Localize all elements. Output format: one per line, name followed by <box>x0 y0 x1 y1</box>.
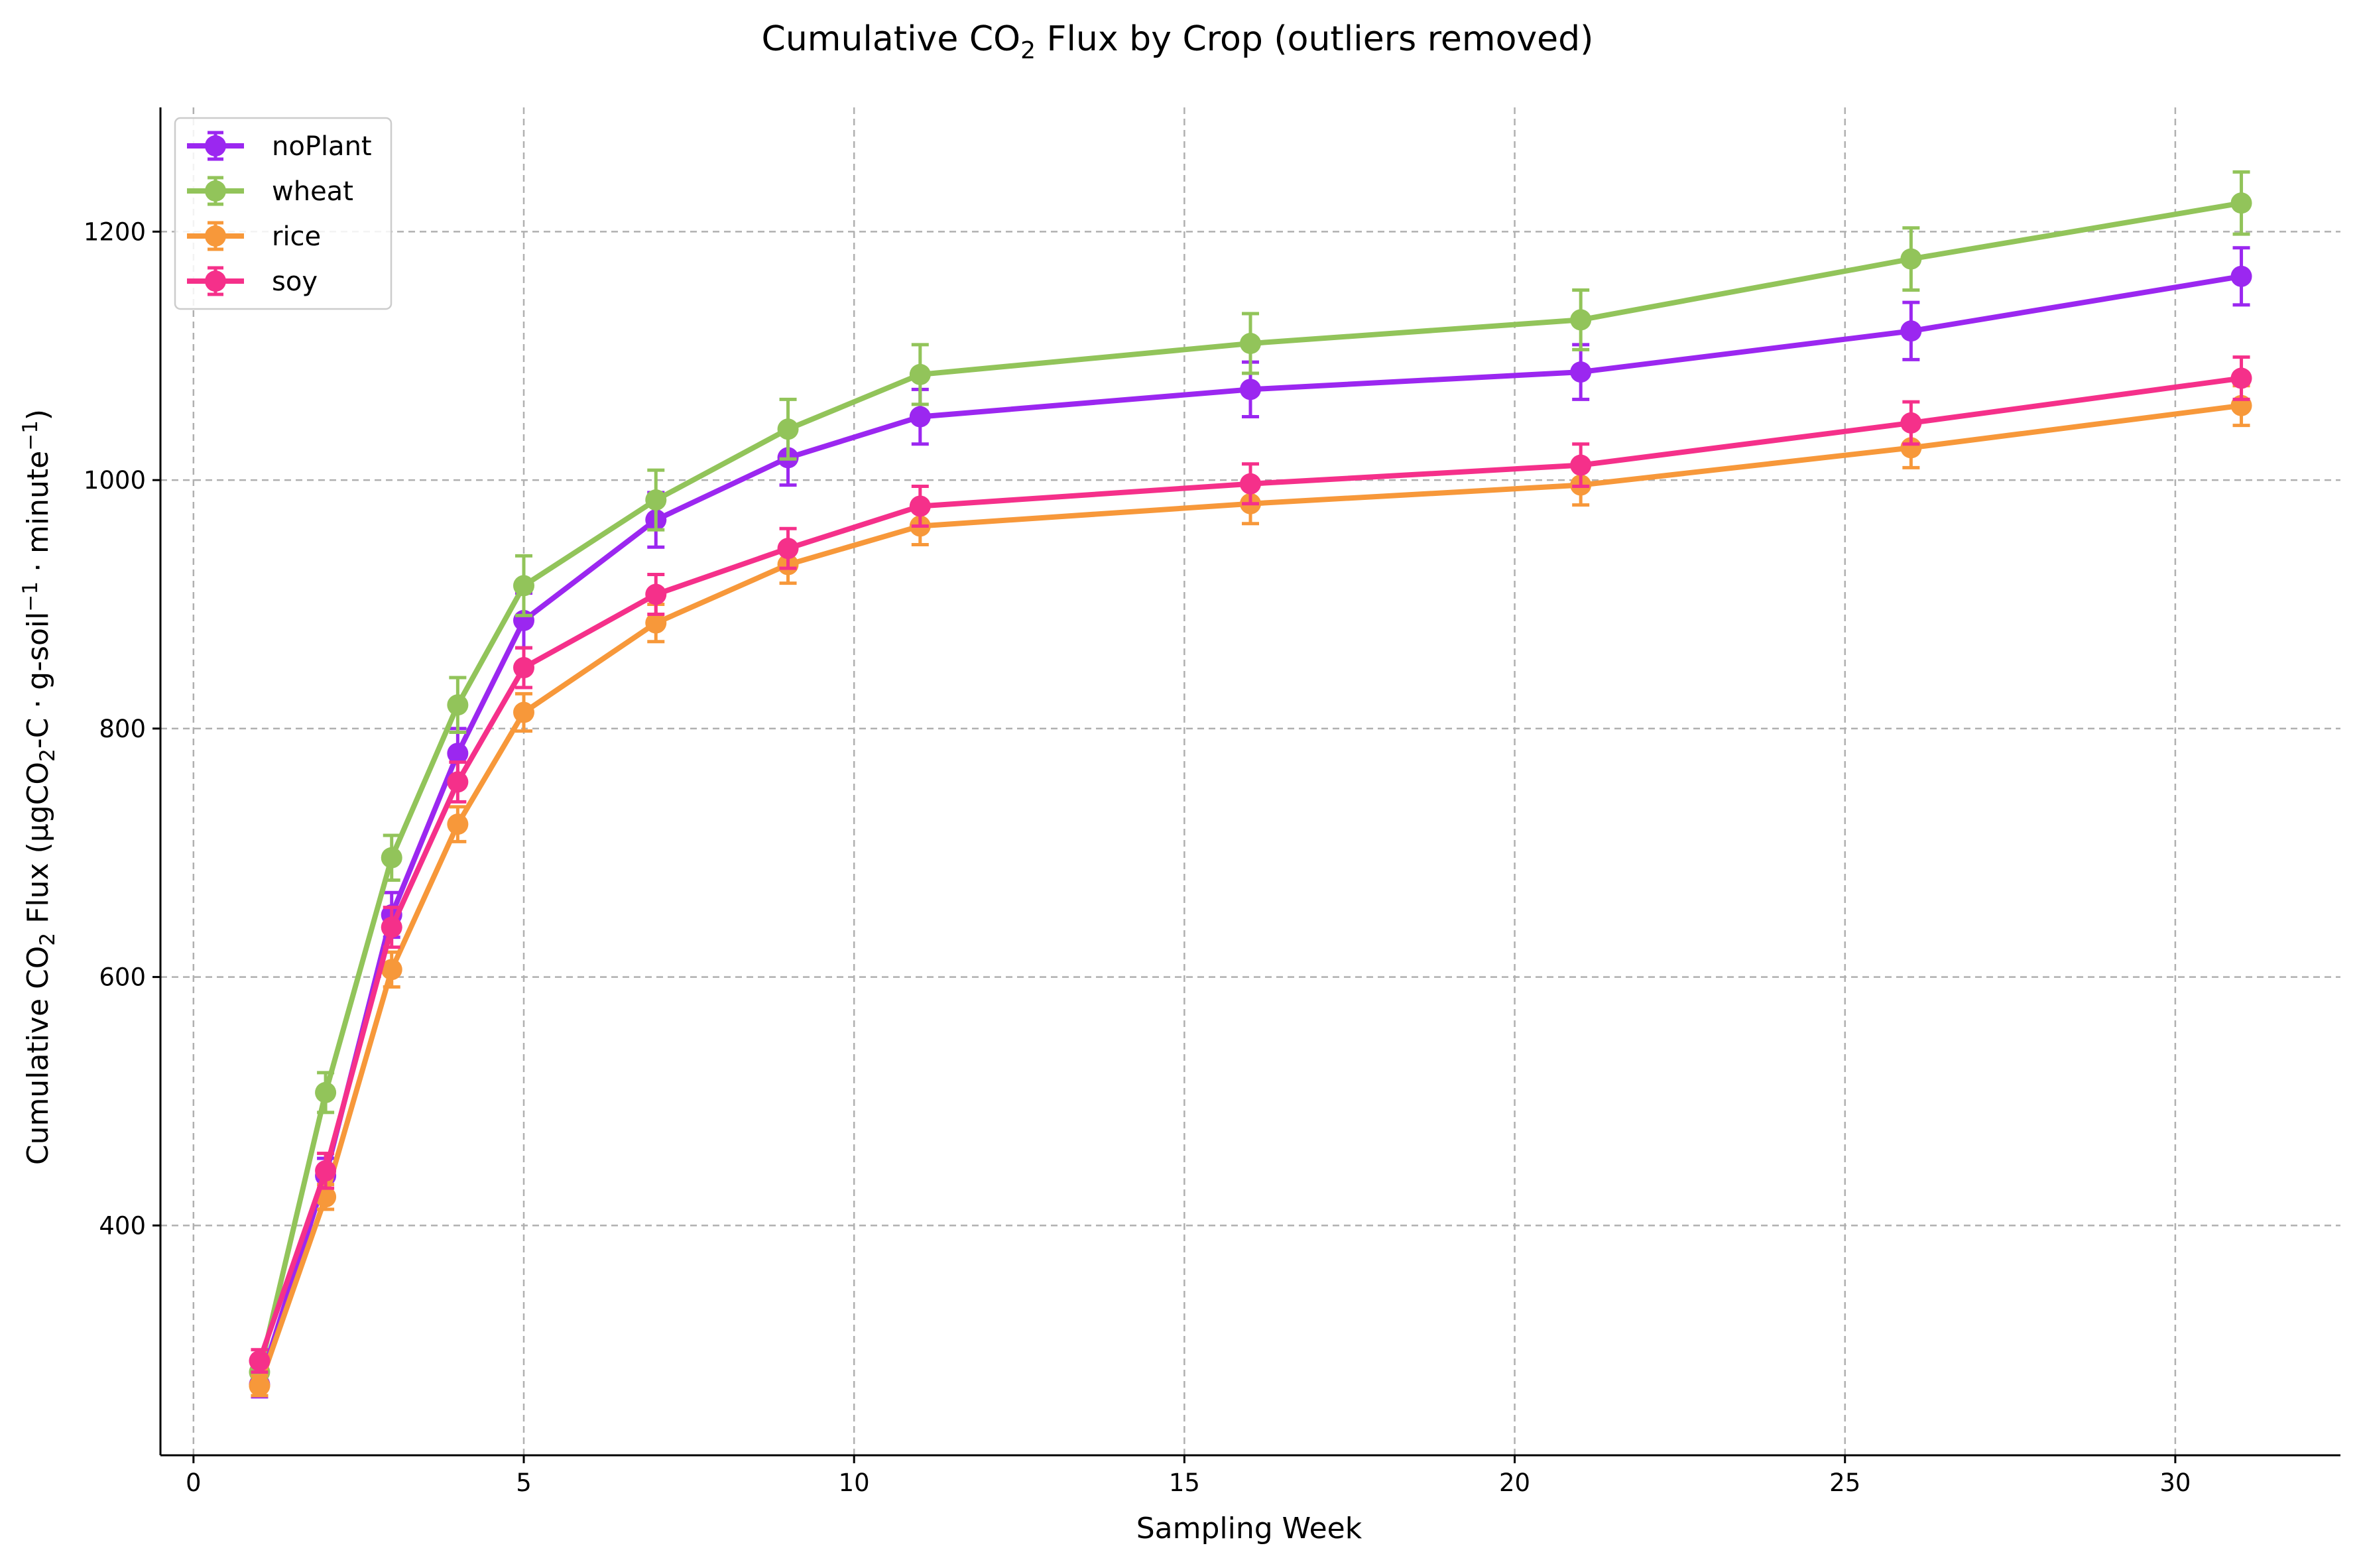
data-point <box>777 538 799 560</box>
x-tick-label: 30 <box>2159 1469 2191 1497</box>
data-point <box>381 847 402 869</box>
data-point <box>1570 309 1592 331</box>
axes: 0 5 10 15 20 25 30 400 600 800 1000 1200 <box>84 107 2340 1497</box>
data-point <box>513 657 534 679</box>
y-tick-label: 800 <box>99 715 146 743</box>
x-axis-label: Sampling Week <box>1136 1512 1362 1545</box>
data-point <box>909 406 931 428</box>
y-axis-label: Cumulative CO2 Flux (μgCO2-C · g-soil−1 … <box>19 409 60 1165</box>
legend-marker <box>205 180 226 202</box>
legend-marker <box>205 225 226 247</box>
legend-label: noPlant <box>272 131 372 162</box>
y-tick-label: 1000 <box>84 466 146 495</box>
series-line-rice <box>257 402 2244 1389</box>
data-point <box>1570 361 1592 383</box>
data-point <box>1900 248 1922 270</box>
data-point <box>777 418 799 440</box>
data-point <box>909 363 931 385</box>
legend-label: soy <box>272 267 318 297</box>
series-line-soy <box>257 375 2244 1364</box>
x-tick-label: 0 <box>186 1469 202 1497</box>
legend-item-noPlant: noPlant <box>187 131 372 162</box>
y-tick-label: 400 <box>99 1211 146 1240</box>
legend: noPlant wheat rice soy <box>174 117 393 310</box>
legend-items: noPlant wheat rice soy <box>187 131 372 297</box>
x-tick-label: 10 <box>839 1469 870 1497</box>
data-point <box>447 814 469 835</box>
series-wheat <box>249 170 2252 1386</box>
series-rice <box>249 384 2252 1398</box>
x-tick-label: 25 <box>1829 1469 1860 1497</box>
data-point <box>645 612 667 634</box>
y-tick-label: 1200 <box>84 217 146 246</box>
data-point <box>645 489 667 511</box>
data-point <box>249 1350 271 1372</box>
data-point <box>1900 412 1922 434</box>
data-point <box>447 743 469 764</box>
chart-title: Cumulative CO2 Flux by Crop (outliers re… <box>762 19 1594 64</box>
data-point <box>381 916 402 938</box>
data-point <box>645 583 667 605</box>
data-point <box>1570 454 1592 476</box>
series-soy <box>249 355 2252 1374</box>
data-point <box>1240 333 1261 355</box>
data-point <box>909 495 931 517</box>
data-point <box>249 1375 271 1397</box>
data-point <box>513 701 534 723</box>
data-point <box>447 771 469 793</box>
data-point <box>315 1081 337 1103</box>
data-point <box>2230 192 2252 214</box>
data-point <box>315 1160 337 1181</box>
legend-marker <box>205 135 226 156</box>
legend-box <box>174 117 393 310</box>
legend-label: wheat <box>272 176 353 207</box>
data-point <box>2230 367 2252 389</box>
legend-marker <box>205 271 226 292</box>
legend-item-wheat: wheat <box>187 176 353 207</box>
series-line-wheat <box>257 200 2244 1375</box>
data-point <box>513 575 534 597</box>
legend-item-soy: soy <box>187 266 318 297</box>
data-point <box>2230 265 2252 287</box>
x-tick-label: 15 <box>1169 1469 1200 1497</box>
data-point <box>381 959 402 981</box>
data-point <box>1900 320 1922 342</box>
data-point <box>1240 379 1261 400</box>
data-point <box>1240 473 1261 495</box>
x-tick-label: 5 <box>516 1469 532 1497</box>
series-group <box>249 170 2252 1399</box>
data-point <box>447 694 469 716</box>
x-tick-label: 20 <box>1499 1469 1530 1497</box>
y-tick-label: 600 <box>99 963 146 992</box>
legend-label: rice <box>272 221 321 252</box>
legend-item-rice: rice <box>187 221 321 252</box>
